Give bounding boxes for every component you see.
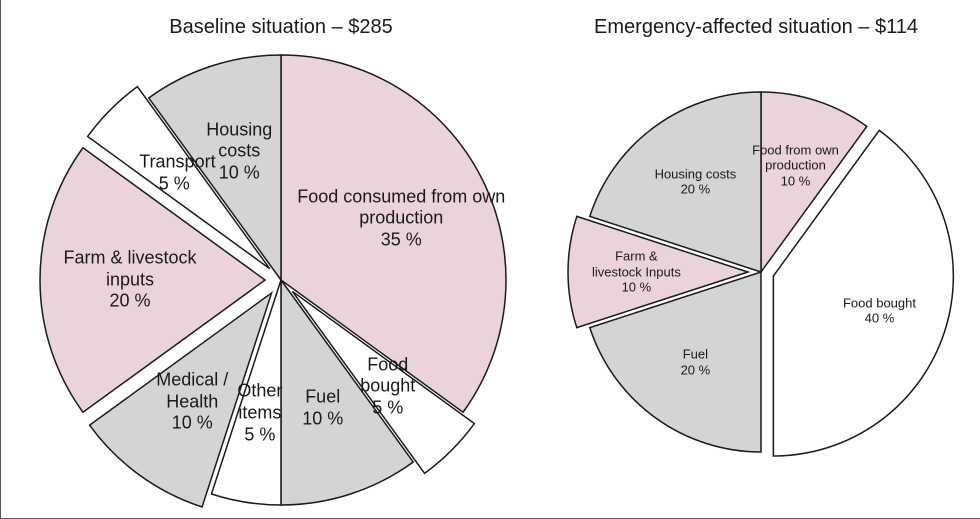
slice-name: Housing costs (654, 166, 737, 182)
pie-slice (147, 54, 282, 283)
slice-label: Housing costs 20 % (635, 166, 755, 197)
slice-label: Farm & livestock inputs 20 % (58, 248, 203, 313)
slice-value: 20 % (109, 290, 151, 311)
slice-label: Fuel 10 % (275, 387, 370, 430)
slice-value: 10 % (302, 408, 344, 429)
slice-label: Food bought 5 % (353, 354, 423, 419)
slice-name: Food consumed from own production (297, 186, 506, 228)
chart-title: Baseline situation – $285 (169, 16, 393, 38)
pie-slice (567, 215, 751, 329)
slice-value: 10 % (780, 173, 811, 189)
slice-label: Housing costs 10 % (192, 119, 287, 184)
slice-label: Food from own production 10 % (748, 142, 843, 189)
pie-slice (772, 129, 955, 457)
slice-value: 35 % (380, 229, 422, 250)
slice-name: Medical / Health (156, 369, 229, 412)
slice-name: Transport (139, 151, 216, 172)
slice-name: Fuel (305, 386, 341, 407)
pie-slice (86, 85, 271, 270)
chart-title: Emergency-affected situation – $114 (594, 16, 918, 38)
slice-value: 20 % (680, 181, 711, 197)
slice-value: 5 % (372, 397, 404, 418)
pie-slice (210, 279, 282, 506)
pie-slice (280, 54, 507, 414)
slice-label: Food bought 40 % (820, 295, 940, 326)
slice-value: 40 % (864, 310, 895, 326)
slice-name: Fuel (682, 346, 709, 362)
slice-value: 10 % (621, 279, 652, 295)
slice-name: Farm & livestock inputs (63, 247, 197, 290)
slice-label: Other items 5 % (225, 381, 295, 446)
slice-label: Transport 5 % (139, 151, 216, 195)
pie-slice (280, 277, 415, 506)
slice-value: 5 % (244, 424, 276, 445)
slice-name: Farm & livestock Inputs (591, 248, 681, 280)
slice-name: Food bought (360, 354, 416, 396)
slice-label: Medical / Health 10 % (145, 370, 240, 435)
slice-name: Other items (237, 380, 283, 423)
slice-name: Food bought (842, 294, 916, 310)
slice-value: 10 % (171, 412, 213, 433)
pie-slice (588, 270, 762, 453)
pie-slice (39, 146, 267, 414)
slice-value: 20 % (680, 362, 711, 378)
slice-label: Food consumed from own production 35 % (296, 186, 506, 251)
slice-value: 10 % (218, 162, 260, 183)
slice-name: Housing costs (206, 119, 273, 161)
pie-slice (588, 91, 762, 274)
slice-label: Farm & livestock Inputs 10 % (589, 249, 684, 296)
slice-value: 5 % (158, 173, 190, 194)
slice-name: Food from own production (752, 142, 839, 174)
slice-label: Fuel 20 % (635, 347, 755, 378)
pie-slice (760, 91, 868, 275)
pie-slice (88, 290, 274, 508)
pie-slice (291, 290, 476, 475)
